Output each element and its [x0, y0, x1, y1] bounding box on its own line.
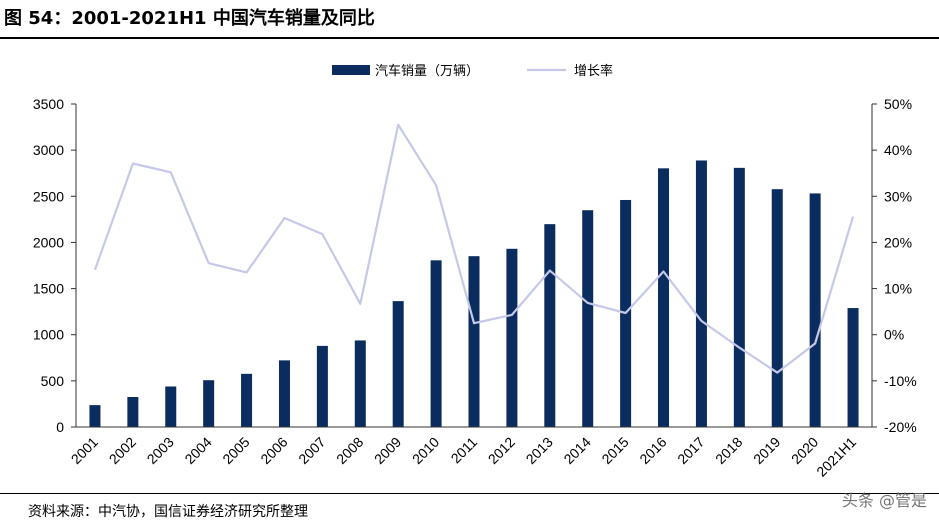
sales-bar: [392, 301, 404, 427]
x-tick-label: 2016: [636, 434, 669, 467]
sales-bar: [733, 167, 745, 428]
legend-bar-label: 汽车销量（万辆）: [375, 63, 479, 79]
x-tick-label: 2018: [712, 434, 745, 467]
sales-bar: [771, 189, 783, 427]
source-note: 资料来源：中汽协，国信证券经济研究所整理: [28, 504, 308, 520]
x-tick-label: 2011: [448, 434, 481, 467]
x-axis: 2001 2002 2003 2004 2005 2006 2007 2008 2009 2010…: [68, 426, 872, 480]
x-tick-label: 2009: [371, 434, 404, 467]
x-tick-label: 2010: [409, 434, 442, 467]
left-tick-label: 2000: [33, 234, 64, 250]
sales-bar: [165, 386, 177, 427]
left-axis: 0 500 1000 1500 2000 2500 3000 3500: [33, 96, 77, 435]
x-tick-label: 2021H1: [813, 434, 859, 480]
x-tick-label: 2013: [523, 434, 556, 467]
x-tick-label: 2004: [181, 434, 214, 467]
x-tick-label: 2005: [219, 434, 252, 467]
x-tick-label: 2019: [750, 434, 783, 467]
left-tick-label: 1500: [33, 281, 64, 297]
sales-bar: [203, 380, 215, 427]
sales-bar: [316, 345, 328, 427]
sales-bar: [278, 360, 290, 427]
x-tick-label: 2007: [295, 434, 328, 467]
right-tick-label: 40%: [884, 142, 912, 158]
sales-bar: [127, 397, 139, 427]
right-tick-label: 10%: [884, 281, 912, 297]
sales-bar: [354, 340, 366, 427]
left-tick-label: 3500: [33, 96, 64, 112]
title-rule: [0, 37, 939, 39]
chart-title: 图 54：2001-2021H1 中国汽车销量及同比: [4, 8, 375, 29]
sales-bar: [89, 405, 101, 427]
x-tick-label: 2014: [560, 434, 593, 467]
right-tick-label: -10%: [884, 373, 917, 389]
left-tick-label: 0: [56, 419, 64, 435]
legend-line-label: 增长率: [574, 63, 613, 79]
sales-bar: [847, 308, 859, 427]
left-tick-label: 1000: [33, 327, 64, 343]
x-tick-label: 2001: [68, 434, 101, 467]
right-tick-label: 20%: [884, 234, 912, 250]
sales-bar: [241, 373, 253, 427]
left-tick-label: 2500: [33, 188, 64, 204]
sales-bar: [658, 168, 670, 428]
right-tick-label: -20%: [884, 419, 917, 435]
sales-bar: [695, 160, 707, 427]
x-tick-label: 2020: [788, 434, 821, 467]
legend: 汽车销量（万辆） 增长率: [332, 63, 613, 79]
growth-line: [93, 123, 855, 374]
sales-bar: [809, 193, 821, 427]
growth-line-path: [93, 123, 855, 374]
sales-bar: [430, 260, 442, 427]
legend-bar-swatch: [332, 65, 370, 75]
sales-bar: [582, 210, 594, 427]
x-tick-label: 2017: [674, 434, 707, 467]
right-tick-label: 0%: [884, 327, 904, 343]
x-tick-label: 2008: [333, 434, 366, 467]
sales-bar: [506, 248, 518, 427]
sales-bar: [544, 224, 556, 427]
watermark: 头条 @管是: [841, 491, 927, 510]
right-tick-label: 50%: [884, 96, 912, 112]
x-tick-label: 2006: [257, 434, 290, 467]
sales-bars: [89, 160, 859, 428]
x-tick-label: 2002: [106, 434, 139, 467]
x-tick-label: 2015: [598, 434, 631, 467]
x-tick-label: 2012: [485, 434, 518, 467]
right-axis: -20% -10% 0% 10% 20% 30% 40% 50%: [871, 96, 917, 435]
right-tick-label: 30%: [884, 188, 912, 204]
x-tick-label: 2003: [144, 434, 177, 467]
left-tick-label: 3000: [33, 142, 64, 158]
left-tick-label: 500: [41, 373, 65, 389]
combo-chart: 汽车销量（万辆） 增长率 0 500 1000 1500 2000 2500 3000 3500…: [33, 63, 917, 480]
footer-rule: [0, 493, 939, 494]
sales-bar: [468, 256, 480, 427]
